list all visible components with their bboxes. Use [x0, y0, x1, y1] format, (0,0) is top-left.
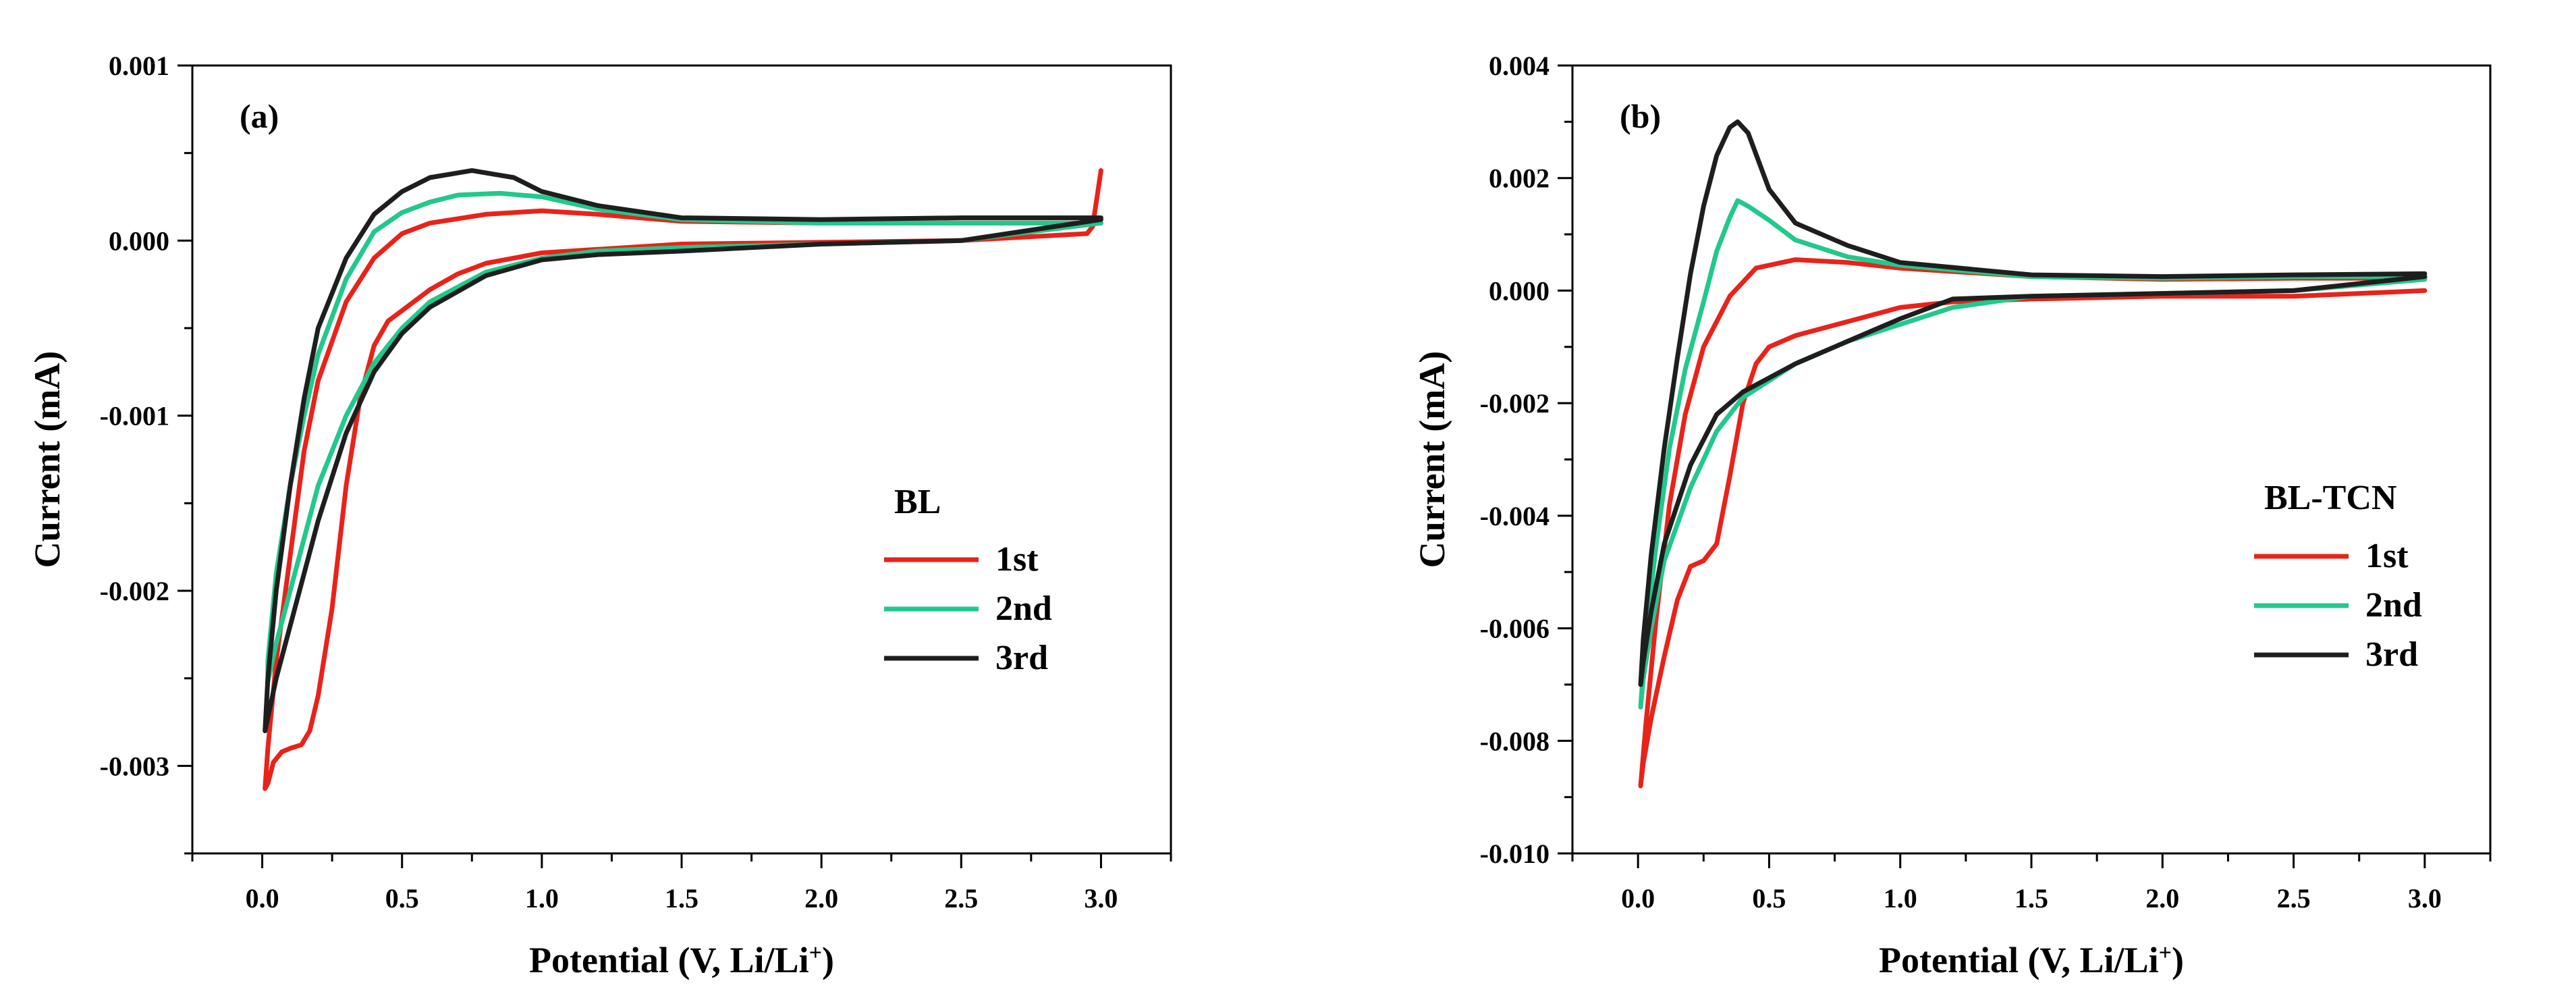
series-line-1st	[263, 168, 1103, 791]
legend-label-2nd: 2nd	[995, 589, 1052, 628]
x-tick-label: 2.5	[2277, 883, 2311, 914]
y-tick-label: 0.002	[1489, 163, 1550, 194]
x-tick-label: 2.0	[804, 883, 838, 914]
x-tick-label: 1.5	[2015, 883, 2048, 914]
chart-panel-a: 0.0 0.5 1.0 1.5 2.0 2.5 3.0 -0.003 -0.002 -0.001 0…	[27, 51, 1172, 980]
x-tick-label: 0.5	[1752, 883, 1786, 914]
series-line-3rd	[1638, 119, 2428, 687]
legend-label-1st: 1st	[995, 540, 1039, 579]
series-line-2nd	[1638, 198, 2428, 710]
x-tick-label: 1.0	[525, 883, 559, 914]
legend-label-2nd: 2nd	[2365, 586, 2422, 625]
x-tick-label: 0.0	[1621, 883, 1655, 914]
series-line-3rd	[263, 168, 1103, 733]
panel-label: (b)	[1620, 97, 1661, 135]
x-tick-label: 0.0	[246, 883, 279, 914]
y-tick-label: -0.006	[1480, 614, 1550, 644]
x-tick-label: 2.5	[944, 883, 978, 914]
y-tick-label: -0.003	[100, 751, 169, 781]
x-tick-label: 2.0	[2145, 883, 2179, 914]
legend-title: BL	[894, 483, 941, 521]
x-tick-label: 1.0	[1884, 883, 1917, 914]
chart-panel-b: 0.0 0.5 1.0 1.5 2.0 2.5 3.0 -0.010 -0.008 -0.006 -…	[1412, 51, 2492, 980]
y-tick-label: -0.001	[100, 401, 169, 431]
y-axis-title: Current (mA)	[27, 351, 67, 568]
x-tick-label: 3.0	[2408, 883, 2442, 914]
legend-title: BL-TCN	[2264, 479, 2396, 517]
y-tick-label: -0.010	[1480, 839, 1550, 869]
x-axis-title: Potential (V, Li/Li+)	[1879, 940, 2184, 980]
series-line-1st	[1638, 257, 2428, 789]
legend-label-1st: 1st	[2365, 537, 2409, 575]
y-tick-label: -0.002	[1480, 388, 1550, 419]
y-tick-label: 0.000	[1489, 275, 1550, 306]
x-axis-title: Potential (V, Li/Li+)	[529, 940, 834, 980]
legend-label-3rd: 3rd	[995, 639, 1048, 677]
x-tick-label: 3.0	[1084, 883, 1118, 914]
y-tick-label: -0.004	[1480, 501, 1550, 531]
y-tick-label: -0.002	[100, 576, 169, 606]
panel-label: (a)	[240, 97, 279, 135]
y-tick-label: -0.008	[1480, 726, 1550, 756]
y-tick-label: 0.000	[109, 226, 169, 256]
x-tick-label: 1.5	[665, 883, 698, 914]
x-tick-label: 0.5	[385, 883, 419, 914]
y-tick-label: 0.004	[1489, 51, 1550, 81]
legend-label-3rd: 3rd	[2365, 635, 2418, 674]
y-tick-label: 0.001	[109, 51, 169, 81]
y-axis-title: Current (mA)	[1412, 351, 1452, 568]
